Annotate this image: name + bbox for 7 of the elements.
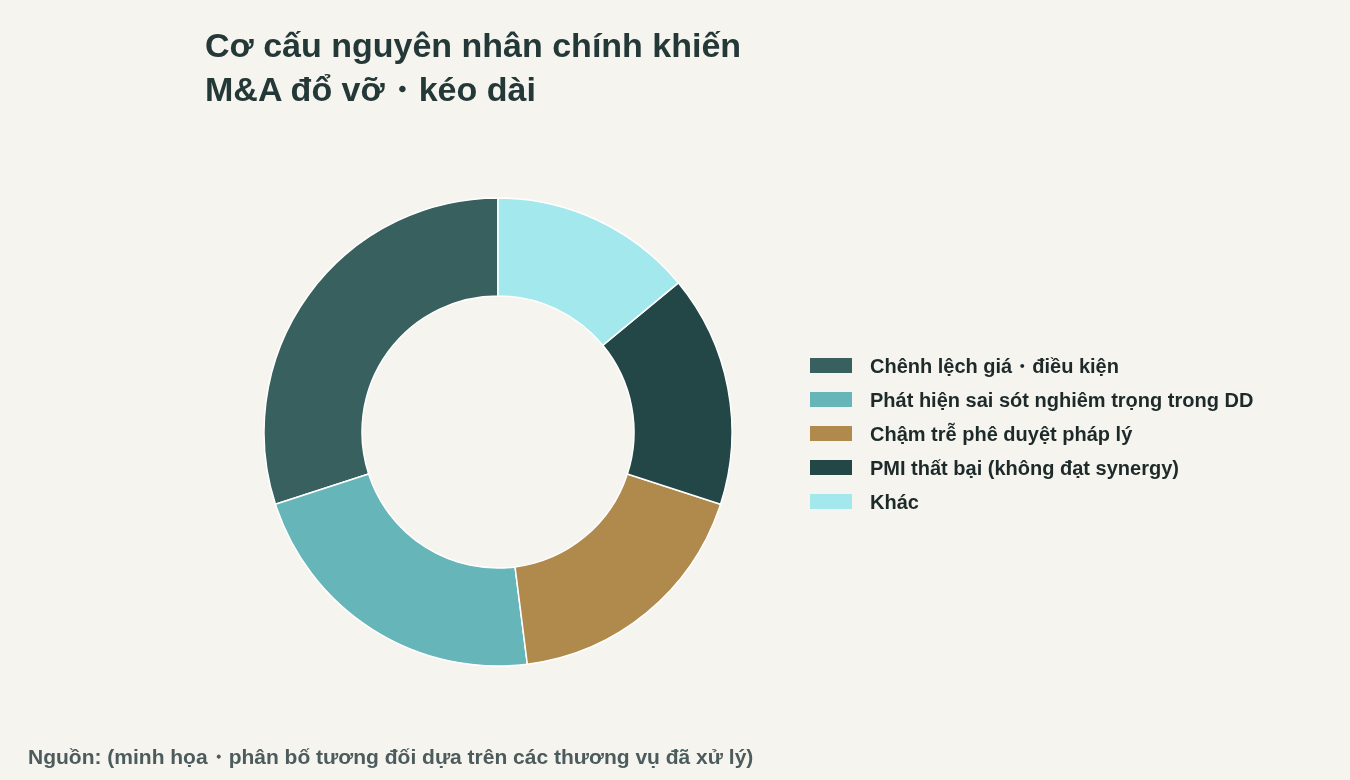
legend-label: Khác: [870, 491, 919, 513]
chart-title: Cơ cấu nguyên nhân chính khiến M&A đổ vỡ・kéo dài: [205, 26, 742, 108]
legend-label: PMI thất bại (không đạt synergy): [870, 457, 1179, 479]
legend-label: Chênh lệch giá・điều kiện: [870, 355, 1119, 377]
text: Nguồn: (minh họa・phân bố tương đối dựa trên các thương vụ đã xử lý): [28, 745, 754, 768]
legend-label: Phát hiện sai sót nghiêm trọng trong DD: [870, 389, 1254, 411]
legend-label: Chậm trễ phê duyệt pháp lý: [870, 422, 1134, 445]
